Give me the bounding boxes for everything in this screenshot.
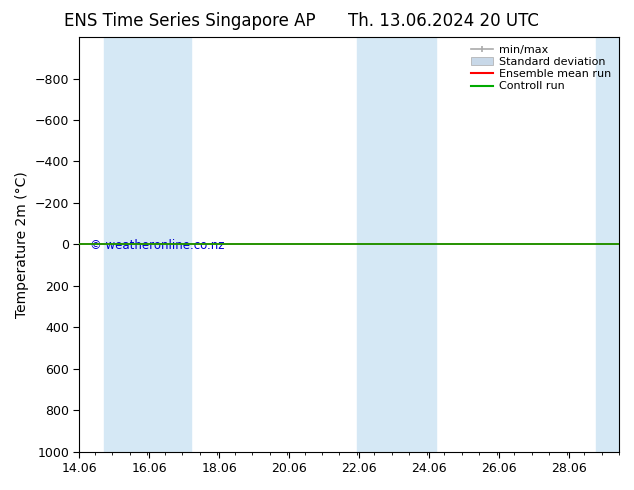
Y-axis label: Temperature 2m (°C): Temperature 2m (°C) (15, 171, 29, 318)
Bar (383, 37, 436, 452)
Bar (597, 37, 619, 452)
Bar (357, 37, 383, 452)
Text: Th. 13.06.2024 20 UTC: Th. 13.06.2024 20 UTC (348, 12, 540, 30)
Text: © weatheronline.co.nz: © weatheronline.co.nz (90, 239, 225, 252)
Bar (130, 37, 191, 452)
Legend: min/max, Standard deviation, Ensemble mean run, Controll run: min/max, Standard deviation, Ensemble me… (469, 43, 614, 94)
Text: ENS Time Series Singapore AP: ENS Time Series Singapore AP (65, 12, 316, 30)
Bar (103, 37, 130, 452)
